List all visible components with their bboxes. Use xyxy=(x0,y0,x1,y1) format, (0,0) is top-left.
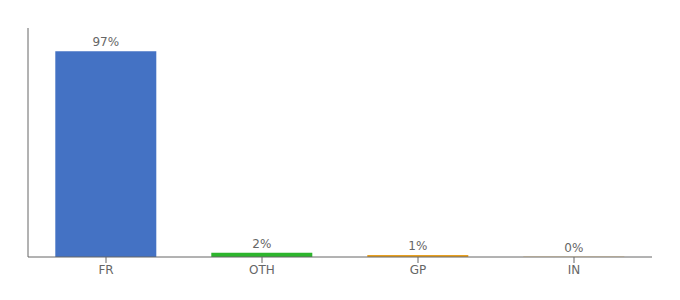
svg-text:97%: 97% xyxy=(92,35,119,49)
svg-text:GP: GP xyxy=(410,263,427,277)
svg-text:FR: FR xyxy=(98,263,113,277)
svg-text:IN: IN xyxy=(568,263,581,277)
svg-text:2%: 2% xyxy=(252,237,271,251)
svg-text:0%: 0% xyxy=(564,241,583,255)
svg-text:1%: 1% xyxy=(408,239,427,253)
svg-text:OTH: OTH xyxy=(249,263,275,277)
